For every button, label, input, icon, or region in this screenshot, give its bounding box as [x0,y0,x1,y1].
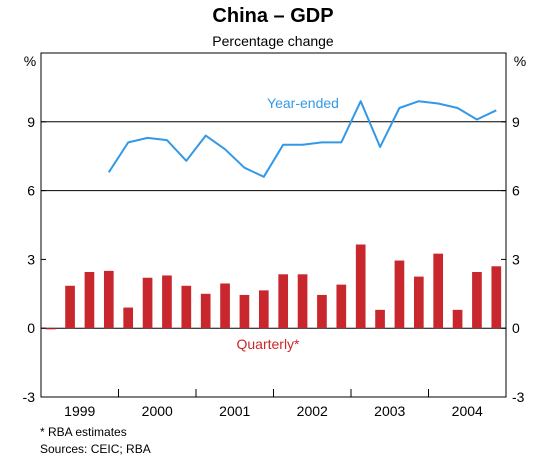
bar-q17 [355,244,366,329]
bar-q15 [317,294,327,329]
ytick-label-right: 9 [512,114,520,130]
bar-q23 [472,272,482,329]
bar-q2 [65,285,75,329]
bar-q7 [162,275,172,329]
footnote-sources: Sources: CEIC; RBA [40,442,151,456]
ytick-label-left: 0 [27,320,35,336]
year-ended-polyline [107,100,497,178]
bar-q9 [200,293,211,329]
ytick-label-right: 3 [512,251,520,267]
xtick-label: 2001 [219,403,250,419]
bar-q18 [375,309,385,329]
xtick-label: 2004 [452,403,483,419]
bar-q10 [220,283,230,329]
ytick-label-left: -3 [23,389,36,405]
xtick-label: 1999 [64,403,95,419]
bar-q24 [491,266,502,329]
ytick-label-left: 6 [27,183,35,199]
xtick-label: 2000 [142,403,173,419]
quarterly-bars [45,244,502,330]
y-unit-right: % [514,53,526,69]
chart-title: China – GDP [212,5,333,27]
grid-lines [41,121,506,329]
bar-q1 [45,328,56,330]
bar-q14 [297,274,308,329]
bar-q3 [84,272,95,329]
year-ended-line [107,100,497,178]
series-label-quarterly: Quarterly* [236,336,300,352]
y-unit-left: % [24,53,36,69]
bar-q11 [239,294,250,329]
footnote-estimates: * RBA estimates [40,425,127,439]
bar-q21 [433,253,444,329]
bar-q6 [142,277,153,329]
bar-q12 [258,290,269,329]
ytick-label-left: 9 [27,114,35,130]
bar-q8 [181,285,192,329]
axes: -3 -3 0 0 3 3 6 6 9 9 1999 2000 2001 2002 2003 2004 [23,114,525,419]
xtick-label: 2003 [374,403,405,419]
bar-q16 [336,284,347,329]
series-label-year-ended: Year-ended [267,95,339,111]
bar-q20 [413,276,424,329]
bar-q13 [278,274,289,329]
chart-subtitle: Percentage change [212,33,334,49]
ytick-label-right: 6 [512,183,520,199]
xtick-label: 2002 [297,403,328,419]
ytick-label-right: 0 [512,320,520,336]
bar-q19 [394,260,405,329]
ytick-label-left: 3 [27,251,35,267]
bar-q22 [452,309,463,329]
bar-q5 [123,307,134,329]
ytick-label-right: -3 [512,389,525,405]
bar-q4 [103,270,114,329]
